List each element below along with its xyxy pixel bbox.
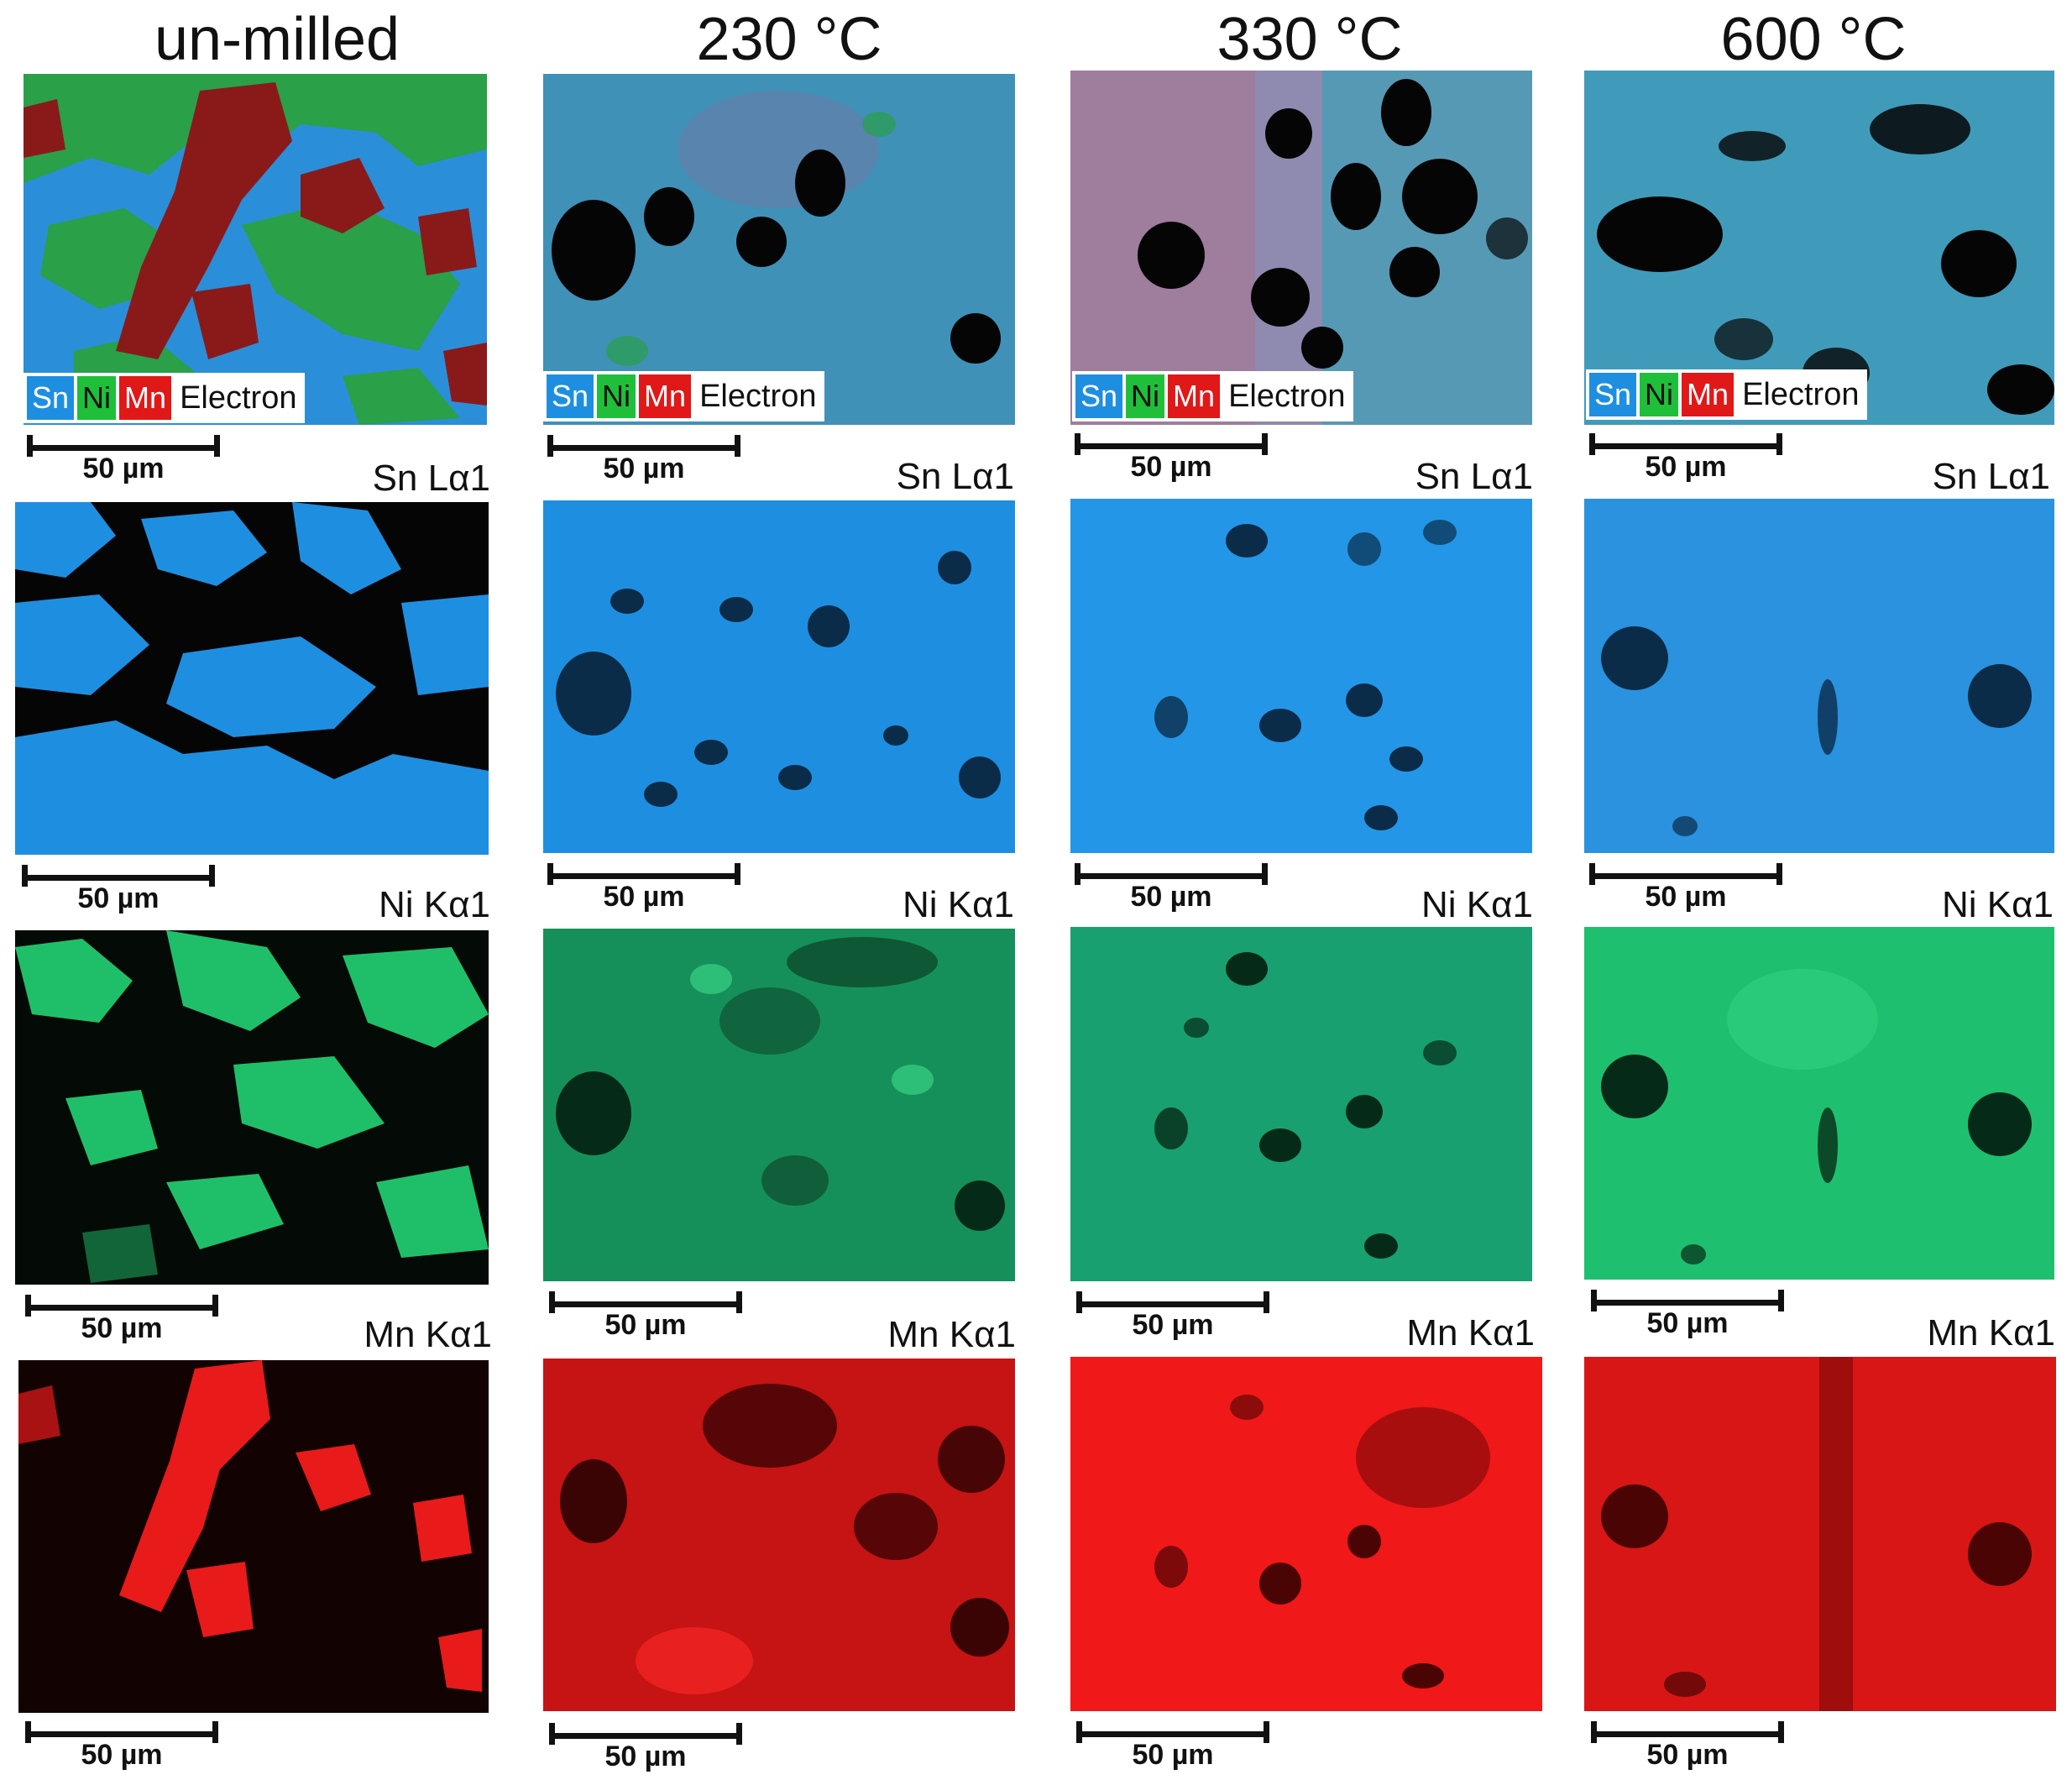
composite-map-230c bbox=[543, 74, 1015, 425]
scale-bar-label: 50 µm bbox=[82, 453, 165, 484]
scale-bar-label: 50 µm bbox=[1132, 1309, 1214, 1341]
row-label-mn: Mn Kα1 bbox=[364, 1314, 492, 1355]
scale-bar: 50 µm bbox=[1589, 863, 1782, 914]
scale-bar-label: 50 µm bbox=[1646, 1739, 1729, 1771]
scale-bar: 50 µm bbox=[549, 1291, 742, 1342]
scale-bar: 50 µm bbox=[27, 435, 220, 485]
legend-electron: Electron bbox=[693, 373, 824, 420]
sn-map-600c bbox=[1584, 499, 2054, 853]
legend-sn: Sn bbox=[1588, 371, 1639, 418]
row-label-mn: Mn Kα1 bbox=[887, 1314, 1016, 1355]
scale-bar-label: 50 µm bbox=[1645, 451, 1727, 483]
mn-map-600c bbox=[1584, 1357, 2056, 1711]
scale-bar: 50 µm bbox=[1591, 1290, 1784, 1340]
legend-mn: Mn bbox=[1166, 373, 1222, 420]
row-label-sn: Sn Lα1 bbox=[1932, 456, 2050, 497]
legend-electron: Electron bbox=[173, 374, 304, 421]
legend-230c: Sn Ni Mn Electron bbox=[543, 371, 825, 421]
composite-map-330c bbox=[1070, 71, 1532, 425]
legend-mn: Mn bbox=[637, 373, 693, 420]
composite-map-unmilled bbox=[24, 74, 487, 425]
scale-bar-label: 50 µm bbox=[603, 881, 685, 913]
legend-ni: Ni bbox=[1638, 371, 1681, 418]
legend-sn: Sn bbox=[545, 373, 596, 420]
row-label-sn: Sn Lα1 bbox=[896, 456, 1014, 497]
scale-bar-label: 50 µm bbox=[81, 1739, 163, 1771]
scale-bar: 50 µm bbox=[25, 1295, 218, 1345]
row-label-mn: Mn Kα1 bbox=[1406, 1312, 1535, 1353]
scale-bar-label: 50 µm bbox=[604, 1741, 687, 1772]
row-label-ni: Ni Kα1 bbox=[1941, 884, 2054, 925]
scale-bar: 50 µm bbox=[1076, 1291, 1269, 1342]
legend-mn: Mn bbox=[118, 374, 174, 421]
scale-bar: 50 µm bbox=[1075, 863, 1268, 914]
column-title-unmilled: un-milled bbox=[154, 6, 400, 73]
row-label-ni: Ni Kα1 bbox=[1421, 884, 1533, 925]
legend-electron: Electron bbox=[1735, 371, 1866, 418]
scale-bar-label: 50 µm bbox=[1132, 1739, 1214, 1771]
scale-bar-label: 50 µm bbox=[77, 882, 160, 914]
mn-map-330c bbox=[1070, 1357, 1542, 1711]
scale-bar-label: 50 µm bbox=[603, 453, 685, 484]
sn-map-230c bbox=[543, 500, 1015, 853]
scale-bar-label: 50 µm bbox=[604, 1309, 687, 1341]
column-title-600c: 600 °C bbox=[1720, 6, 1907, 73]
legend-330c: Sn Ni Mn Electron bbox=[1072, 371, 1354, 421]
legend-ni: Ni bbox=[595, 373, 638, 420]
legend-ni: Ni bbox=[76, 374, 118, 421]
legend-sn: Sn bbox=[1074, 373, 1125, 420]
ni-map-600c bbox=[1584, 927, 2054, 1280]
ni-map-330c bbox=[1070, 927, 1532, 1281]
scale-bar: 50 µm bbox=[1076, 1721, 1269, 1772]
row-label-ni: Ni Kα1 bbox=[902, 884, 1014, 925]
legend-electron: Electron bbox=[1222, 373, 1353, 420]
ni-map-unmilled bbox=[15, 930, 489, 1285]
scale-bar-label: 50 µm bbox=[1646, 1307, 1729, 1339]
legend-600c: Sn Ni Mn Electron bbox=[1586, 369, 1868, 420]
scale-bar: 50 µm bbox=[1589, 433, 1782, 484]
row-label-mn: Mn Kα1 bbox=[1927, 1312, 2055, 1353]
column-title-330c: 330 °C bbox=[1217, 6, 1403, 73]
scale-bar: 50 µm bbox=[547, 435, 740, 485]
scale-bar-label: 50 µm bbox=[81, 1312, 163, 1344]
mn-map-unmilled bbox=[18, 1360, 489, 1713]
scale-bar: 50 µm bbox=[1075, 433, 1268, 484]
sn-map-330c bbox=[1070, 499, 1532, 853]
mn-map-230c bbox=[543, 1359, 1015, 1711]
scale-bar: 50 µm bbox=[25, 1721, 218, 1772]
scale-bar-label: 50 µm bbox=[1645, 881, 1727, 913]
legend-unmilled: Sn Ni Mn Electron bbox=[24, 373, 306, 423]
row-label-sn: Sn Lα1 bbox=[372, 458, 490, 499]
scale-bar-label: 50 µm bbox=[1130, 451, 1212, 483]
row-label-sn: Sn Lα1 bbox=[1415, 456, 1533, 497]
legend-sn: Sn bbox=[25, 374, 76, 421]
row-label-ni: Ni Kα1 bbox=[378, 884, 490, 925]
scale-bar-label: 50 µm bbox=[1130, 881, 1212, 913]
column-title-230c: 230 °C bbox=[696, 6, 882, 73]
scale-bar: 50 µm bbox=[1591, 1721, 1784, 1772]
legend-ni: Ni bbox=[1124, 373, 1167, 420]
scale-bar: 50 µm bbox=[22, 865, 215, 915]
scale-bar: 50 µm bbox=[549, 1723, 742, 1773]
legend-mn: Mn bbox=[1680, 371, 1736, 418]
ni-map-230c bbox=[543, 929, 1015, 1281]
scale-bar: 50 µm bbox=[547, 863, 740, 914]
sn-map-unmilled bbox=[15, 502, 489, 855]
composite-map-600c bbox=[1584, 71, 2054, 425]
